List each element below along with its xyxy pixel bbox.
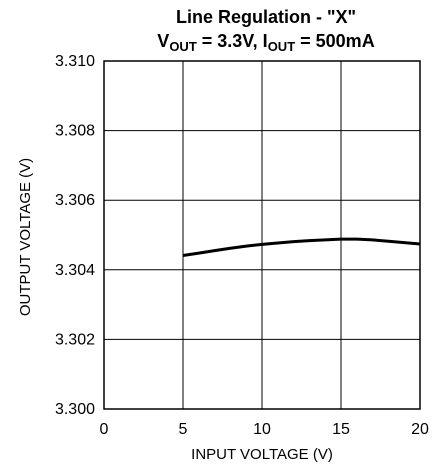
chart-title: Line Regulation - "X" — [176, 7, 356, 27]
subtitle-i-subscript: OUT — [268, 39, 296, 54]
y-tick-label: 3.310 — [55, 53, 95, 70]
x-tick-label: 0 — [100, 421, 109, 438]
y-tick-label: 3.304 — [55, 262, 95, 279]
chart-subtitle: VOUT = 3.3V, IOUT = 500mA — [157, 31, 374, 54]
y-tick-labels: 3.300 3.302 3.304 3.306 3.308 3.310 — [55, 53, 95, 418]
subtitle-v-value: = 3.3V, — [197, 31, 263, 51]
output-voltage-line — [182, 237, 421, 258]
y-tick-label: 3.302 — [55, 331, 95, 348]
grid-lines — [104, 61, 420, 409]
subtitle-v: V — [157, 31, 169, 51]
x-axis-label: INPUT VOLTAGE (V) — [191, 446, 333, 463]
x-tick-label: 5 — [179, 421, 188, 438]
y-tick-label: 3.308 — [55, 123, 95, 140]
y-tick-label: 3.306 — [55, 192, 95, 209]
x-tick-label: 10 — [253, 421, 271, 438]
subtitle-i: I — [263, 31, 268, 51]
x-tick-label: 20 — [411, 421, 429, 438]
x-tick-labels: 0 5 10 15 20 — [100, 421, 429, 438]
y-tick-label: 3.300 — [55, 401, 95, 418]
subtitle-v-subscript: OUT — [169, 39, 197, 54]
x-tick-label: 15 — [332, 421, 350, 438]
plot-frame — [103, 60, 421, 410]
series-layer — [182, 237, 421, 258]
subtitle-i-value: = 500mA — [295, 31, 375, 51]
y-axis-label: OUTPUT VOLTAGE (V) — [17, 158, 34, 316]
